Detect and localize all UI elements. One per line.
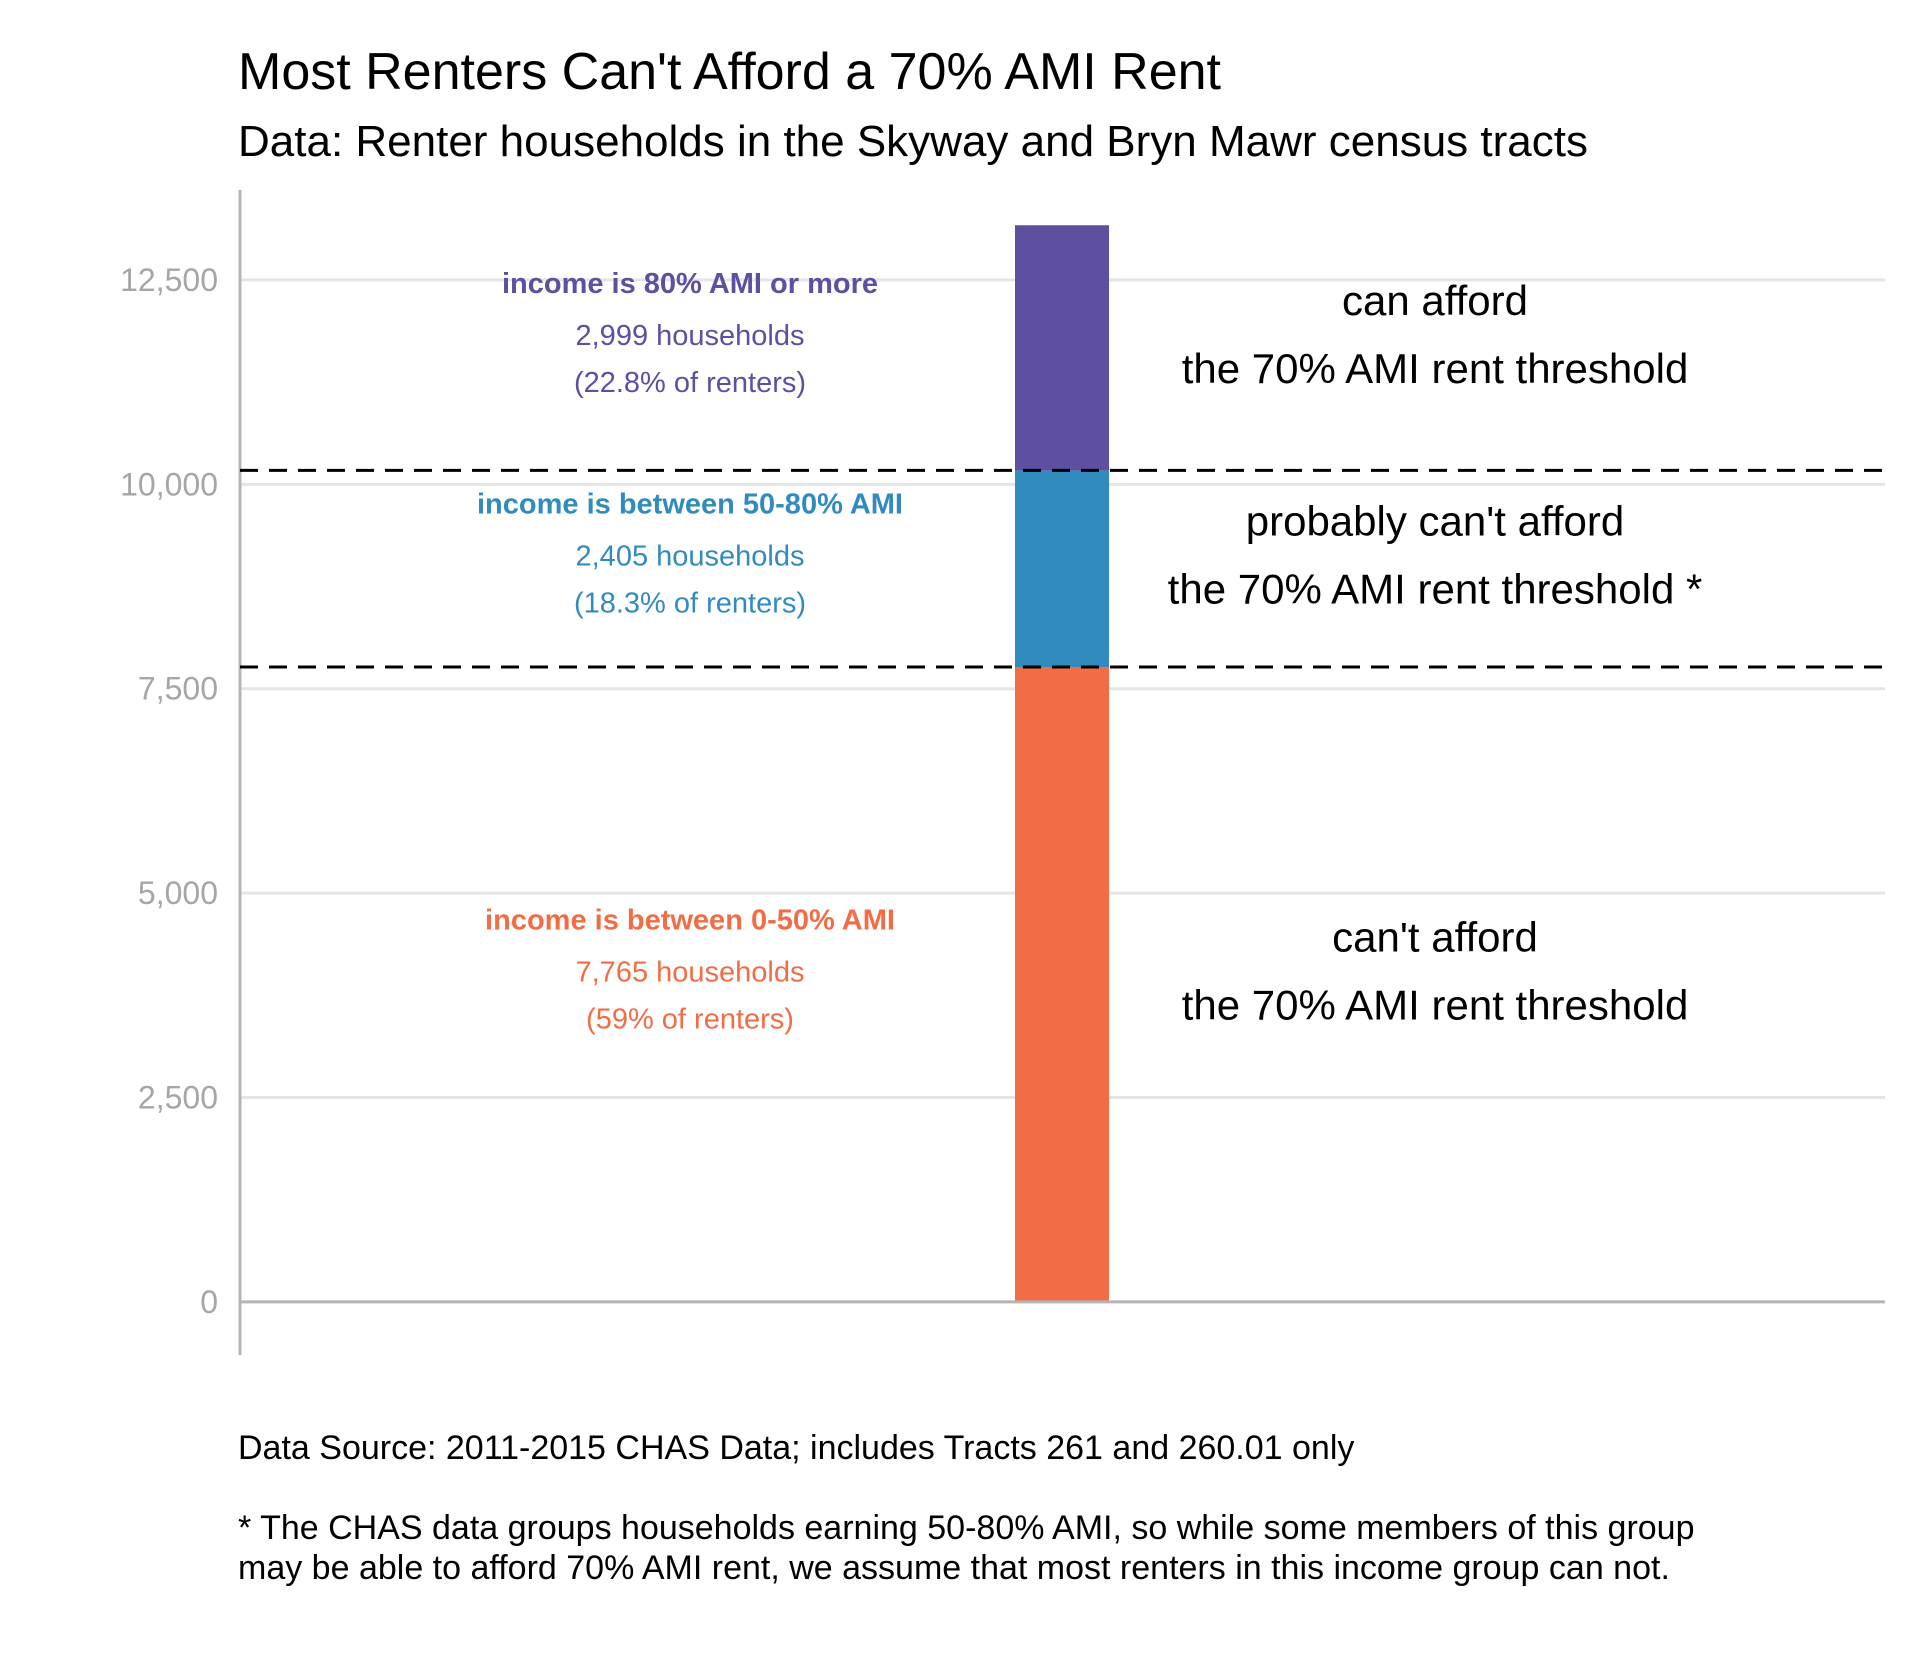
chart-subtitle: Data: Renter households in the Skyway an…: [238, 117, 1588, 166]
segment-label-1: income is between 50-80% AMI: [477, 489, 903, 521]
segment-share-0: (59% of renters): [586, 1003, 794, 1035]
segment-households-0: 7,765 households: [576, 956, 805, 988]
segment-households-2: 2,999 households: [576, 320, 805, 352]
footnote-caption: * The CHAS data groups households earnin…: [238, 1509, 1695, 1587]
affordability-annotation-2-line1: can afford: [1342, 277, 1528, 324]
affordability-annotation-0-line2: the 70% AMI rent threshold: [1182, 981, 1689, 1028]
affordability-annotation-1-line1: probably can't afford: [1246, 498, 1625, 545]
segment-share-1: (18.3% of renters): [574, 588, 806, 620]
segment-share-2: (22.8% of renters): [574, 367, 806, 399]
data-source-caption: Data Source: 2011-2015 CHAS Data; includ…: [238, 1429, 1355, 1467]
y-tick-label: 7,500: [138, 671, 218, 707]
segment-label-0: income is between 0-50% AMI: [485, 904, 895, 936]
affordability-annotation-1-line2: the 70% AMI rent threshold *: [1168, 566, 1703, 613]
y-tick-label: 0: [200, 1284, 218, 1320]
segment-households-1: 2,405 households: [576, 541, 805, 573]
y-tick-label: 12,500: [120, 262, 218, 298]
affordability-annotation-2-line2: the 70% AMI rent threshold: [1182, 345, 1689, 392]
affordability-annotation-0-line1: can't afford: [1332, 913, 1538, 960]
stacked-bar-chart: 0 2,500 5,000 7,500 10,000 12,500 income is be…: [120, 190, 1885, 1355]
segment-label-2: income is 80% AMI or more: [502, 268, 878, 300]
y-tick-label: 2,500: [138, 1079, 218, 1115]
y-tick-label: 10,000: [120, 466, 218, 502]
chart-title: Most Renters Can't Afford a 70% AMI Rent: [238, 43, 1221, 101]
bar-segment-0: [1015, 667, 1109, 1302]
bar-segment-1: [1015, 470, 1109, 668]
bar-segment-2: [1015, 225, 1109, 471]
y-tick-label: 5,000: [138, 875, 218, 911]
